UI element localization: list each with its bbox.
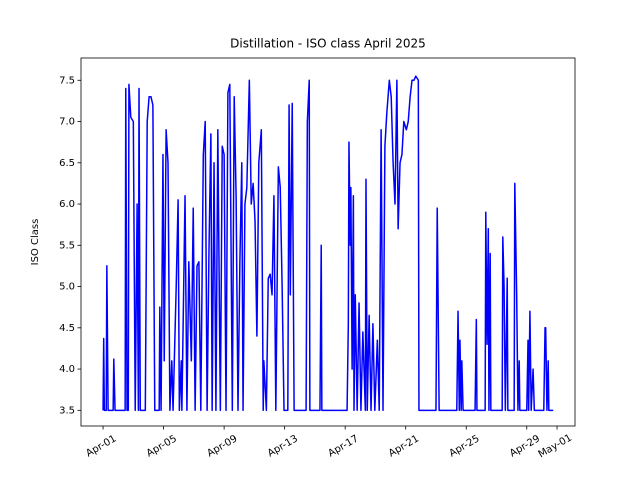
y-tick-label: 5.0 bbox=[59, 282, 75, 293]
y-tick-label: 7.0 bbox=[59, 117, 75, 128]
y-tick-label: 7.5 bbox=[59, 75, 75, 86]
chart-title: Distillation - ISO class April 2025 bbox=[230, 37, 426, 51]
y-axis-label: ISO Class bbox=[30, 219, 41, 266]
plot-frame bbox=[80, 57, 576, 427]
y-tick-label: 6.5 bbox=[59, 158, 75, 169]
y-tick-label: 6.0 bbox=[59, 199, 75, 210]
y-tick-label: 3.5 bbox=[59, 405, 75, 416]
data-line bbox=[102, 75, 554, 412]
y-tick-label: 4.5 bbox=[59, 323, 75, 334]
y-tick-label: 5.5 bbox=[59, 240, 75, 251]
y-tick-label: 4.0 bbox=[59, 364, 75, 375]
